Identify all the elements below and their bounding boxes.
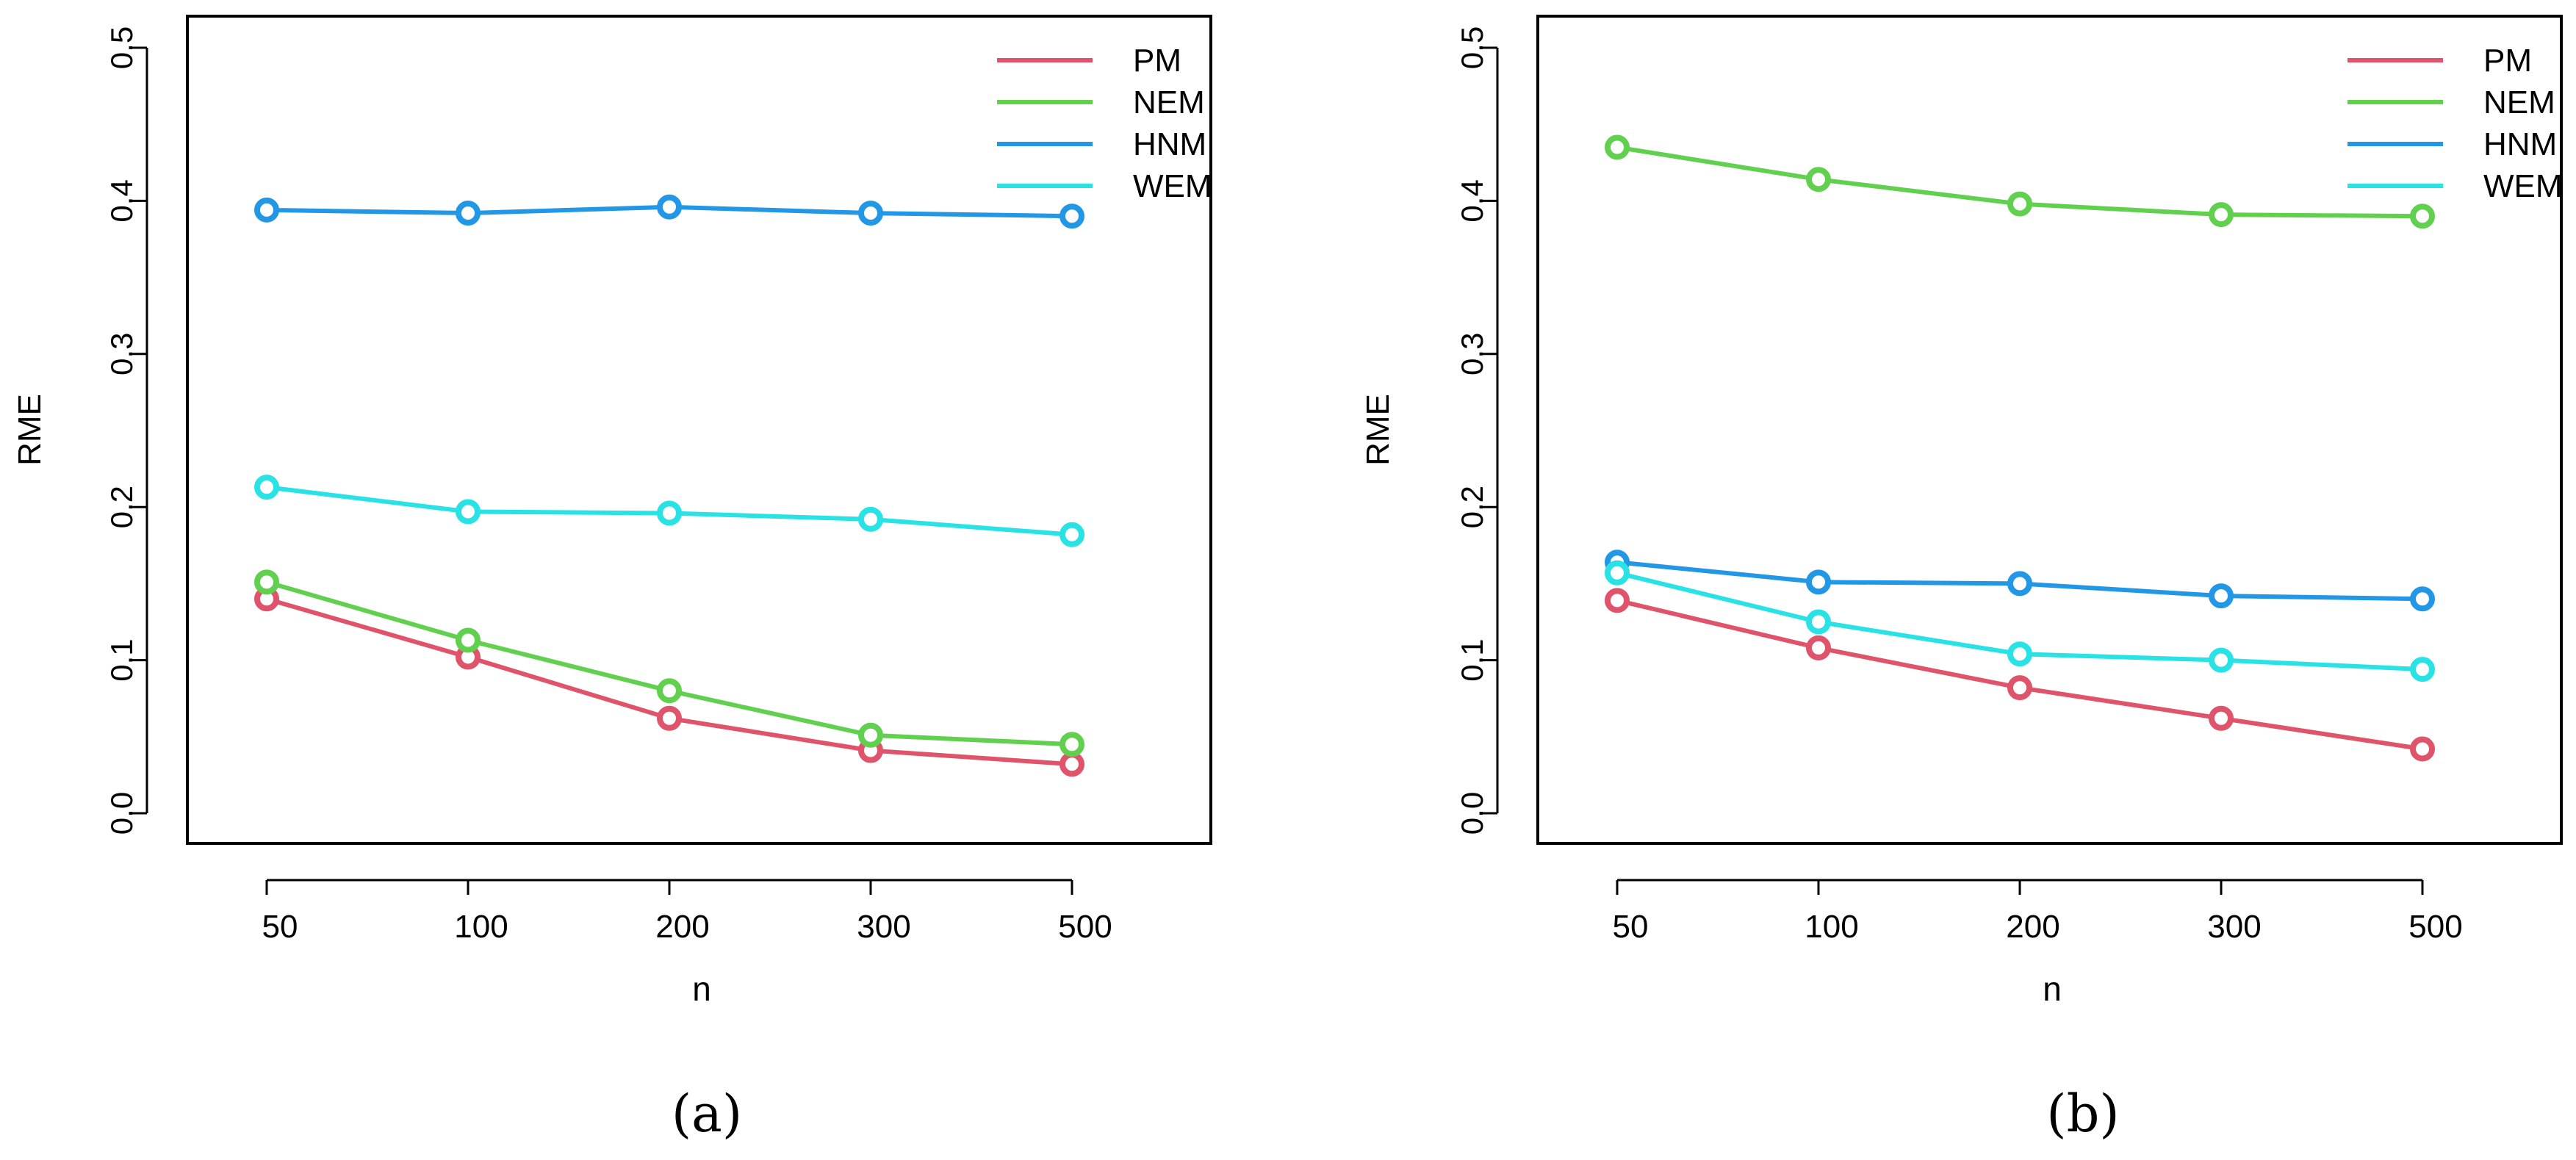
data-point-wem <box>657 500 682 526</box>
data-point-hnm <box>2209 583 2234 609</box>
y-tick-label: 0.5 <box>104 26 139 69</box>
data-point-pm <box>2410 736 2435 762</box>
data-point-hnm <box>2410 586 2435 612</box>
x-tick-label: 200 <box>2006 909 2059 945</box>
y-tick-label: 0.4 <box>104 179 139 222</box>
x-tick-label: 50 <box>1613 909 1649 945</box>
data-point-pm <box>1806 635 1831 660</box>
legend: PM NEM HNM WEM <box>997 43 1212 204</box>
data-point-wem <box>2410 657 2435 682</box>
y-tick-label: 0.2 <box>104 486 139 528</box>
data-point-nem <box>2209 202 2234 228</box>
chart-panel-b: 0.0 0.1 0.2 0.3 0.4 0.5 50 100 200 300 500 PM NEM H… <box>1360 15 2563 1144</box>
data-point-hnm <box>1806 569 1831 595</box>
x-tick-label: 300 <box>857 909 910 945</box>
data-point-pm <box>2209 705 2234 731</box>
chart-panel-a: 0.0 0.1 0.2 0.3 0.4 0.5 50 100 200 300 500 PM NEM H… <box>12 15 1212 1144</box>
x-tick-label: 200 <box>655 909 709 945</box>
data-point-hnm <box>254 197 279 223</box>
y-tick-label: 0.3 <box>1455 333 1489 375</box>
data-point-wem <box>858 506 883 532</box>
x-tick-label: 100 <box>454 909 508 945</box>
data-point-wem <box>2209 647 2234 673</box>
y-axis-label: RME <box>1360 394 1396 466</box>
x-tick-label: 300 <box>2207 909 2261 945</box>
data-point-nem <box>1059 732 1084 757</box>
plot-frame <box>186 15 1212 845</box>
legend-label-wem: WEM <box>2483 168 2563 204</box>
legend-label-hnm: HNM <box>1133 126 1206 162</box>
legend-label-pm: PM <box>2483 43 2532 79</box>
y-tick-label: 0.4 <box>1455 179 1489 222</box>
data-point-pm <box>2007 675 2032 701</box>
data-point-hnm <box>858 201 883 226</box>
data-point-wem <box>254 475 279 500</box>
legend: PM NEM HNM WEM <box>2347 43 2563 204</box>
plot-frame <box>1536 15 2563 845</box>
x-axis: 50 100 200 300 500 <box>1613 879 2463 945</box>
data-point-pm <box>1605 588 1630 613</box>
x-tick-label: 500 <box>1058 909 1112 945</box>
data-point-pm <box>657 705 682 731</box>
y-axis: 0.0 0.1 0.2 0.3 0.4 0.5 <box>104 26 148 835</box>
data-point-pm <box>1059 752 1084 777</box>
data-point-hnm <box>1059 203 1084 229</box>
x-tick-label: 50 <box>262 909 298 945</box>
data-point-nem <box>2007 191 2032 217</box>
legend-label-pm: PM <box>1133 43 1181 79</box>
y-tick-label: 0.2 <box>1455 486 1489 528</box>
data-point-hnm <box>2007 571 2032 597</box>
y-tick-label: 0.0 <box>104 792 139 835</box>
data-point-wem <box>1059 522 1084 547</box>
series-group <box>1605 134 2435 762</box>
data-point-wem <box>1806 609 1831 635</box>
panel-label-b: (b) <box>2046 1084 2119 1144</box>
data-point-nem <box>456 627 481 653</box>
legend-label-nem: NEM <box>2483 84 2555 120</box>
x-tick-label: 500 <box>2408 909 2462 945</box>
series-group <box>254 194 1084 777</box>
y-tick-label: 0.1 <box>1455 638 1489 681</box>
legend-label-nem: NEM <box>1133 84 1205 120</box>
y-tick-label: 0.3 <box>104 333 139 375</box>
data-point-hnm <box>657 194 682 220</box>
y-tick-label: 0.0 <box>1455 792 1489 835</box>
y-axis-label: RME <box>12 394 48 466</box>
data-point-hnm <box>456 201 481 226</box>
x-axis: 50 100 200 300 500 <box>262 879 1112 945</box>
data-point-nem <box>254 569 279 595</box>
legend-label-wem: WEM <box>1133 168 1212 204</box>
data-point-nem <box>858 722 883 748</box>
x-axis-label: n <box>692 970 711 1008</box>
data-point-nem <box>657 678 682 704</box>
data-point-wem <box>456 499 481 525</box>
y-axis: 0.0 0.1 0.2 0.3 0.4 0.5 <box>1455 26 1499 835</box>
data-point-wem <box>2007 641 2032 667</box>
legend-label-hnm: HNM <box>2483 126 2557 162</box>
panel-label-a: (a) <box>672 1084 742 1144</box>
x-axis-label: n <box>2043 970 2062 1008</box>
data-point-wem <box>1605 560 1630 586</box>
y-tick-label: 0.5 <box>1455 26 1489 69</box>
y-tick-label: 0.1 <box>104 638 139 681</box>
data-point-nem <box>2410 203 2435 229</box>
data-point-nem <box>1806 167 1831 192</box>
x-tick-label: 100 <box>1805 909 1858 945</box>
data-point-nem <box>1605 134 1630 160</box>
